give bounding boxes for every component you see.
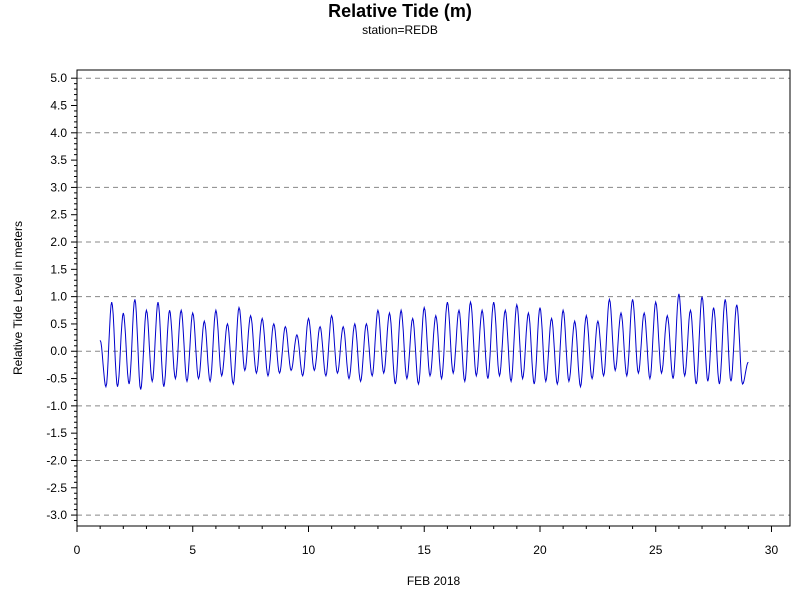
y-tick-label: 2.5: [50, 208, 67, 222]
y-tick-label: 2.0: [50, 235, 67, 249]
y-tick-label: -1.5: [46, 426, 67, 440]
y-tick-label: 0.5: [50, 317, 67, 331]
y-tick-label: -2.5: [46, 481, 67, 495]
axes: 5.0 4.5 4.0 3.5 3.0 2.5 2.0 1.5 1.0 0.5 0.0 -0.5 -1.…: [46, 71, 778, 557]
y-tick-label: 5.0: [50, 71, 67, 85]
x-tick-label: 5: [189, 543, 196, 557]
y-tick-label: 4.0: [50, 126, 67, 140]
chart-title: Relative Tide (m): [328, 1, 472, 21]
y-tick-label: -2.0: [46, 453, 67, 467]
y-tick-label: 3.0: [50, 180, 67, 194]
y-tick-label: 3.5: [50, 153, 67, 167]
tide-series-line: [99, 293, 749, 390]
y-tick-label: 0.0: [50, 344, 67, 358]
gridlines: [77, 77, 790, 516]
x-tick-label: 25: [649, 543, 663, 557]
x-tick-label: 15: [418, 543, 432, 557]
y-tick-label: 1.5: [50, 262, 67, 276]
y-axis-title: Relative Tide Level in meters: [11, 221, 25, 375]
y-tick-label: -0.5: [46, 372, 67, 386]
x-tick-label: 30: [765, 543, 779, 557]
y-tick-label: -1.0: [46, 399, 67, 413]
y-tick-label: 4.5: [50, 98, 67, 112]
x-tick-label: 0: [74, 543, 81, 557]
x-axis-title: FEB 2018: [407, 574, 461, 588]
y-tick-label: -3.0: [46, 508, 67, 522]
x-tick-label: 20: [533, 543, 547, 557]
plot-frame: [76, 69, 791, 527]
y-tick-label: 1.0: [50, 290, 67, 304]
chart-subtitle: station=REDB: [362, 23, 438, 37]
x-tick-label: 10: [302, 543, 316, 557]
